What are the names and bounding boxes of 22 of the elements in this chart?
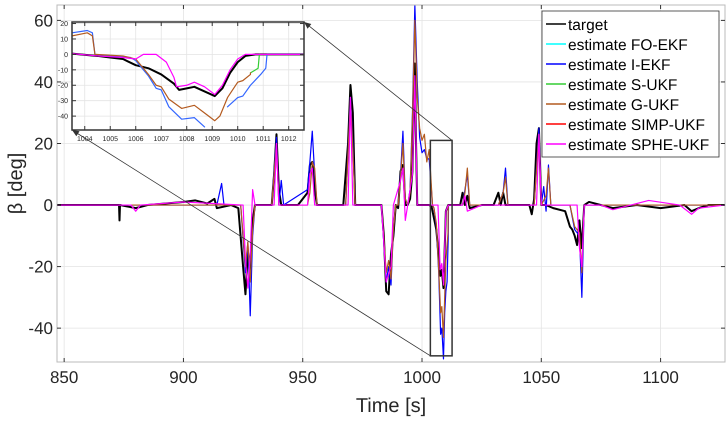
x-tick-label: 850 bbox=[50, 368, 78, 387]
legend-label: estimate I-EKF bbox=[568, 57, 670, 74]
x-tick-label: 950 bbox=[288, 368, 317, 387]
x-tick-label: 1050 bbox=[522, 368, 560, 387]
y-tick-label: 40 bbox=[34, 72, 53, 92]
y-tick-label: 60 bbox=[34, 11, 53, 30]
y-tick-label: 20 bbox=[34, 134, 53, 154]
legend-label: estimate FO-EKF bbox=[568, 37, 688, 54]
legend-label: estimate G-UKF bbox=[568, 97, 680, 114]
x-tick-label: 900 bbox=[169, 368, 198, 387]
y-tick-label: -40 bbox=[28, 319, 53, 338]
y-axis-title: β [deg] bbox=[5, 152, 27, 214]
x-axis-title: Time [s] bbox=[356, 395, 426, 417]
x-tick-label: 1000 bbox=[403, 368, 441, 387]
y-tick-label: -20 bbox=[28, 258, 53, 277]
legend-label: estimate S-UKF bbox=[568, 77, 678, 94]
line-series bbox=[72, 32, 252, 122]
legend-label: estimate SPHE-UKF bbox=[568, 137, 710, 154]
x-tick-label: 1100 bbox=[642, 368, 679, 387]
y-tick-label: 0 bbox=[44, 196, 53, 215]
legend-label: target bbox=[568, 17, 608, 34]
legend-label: estimate SIMP-UKF bbox=[568, 117, 705, 134]
